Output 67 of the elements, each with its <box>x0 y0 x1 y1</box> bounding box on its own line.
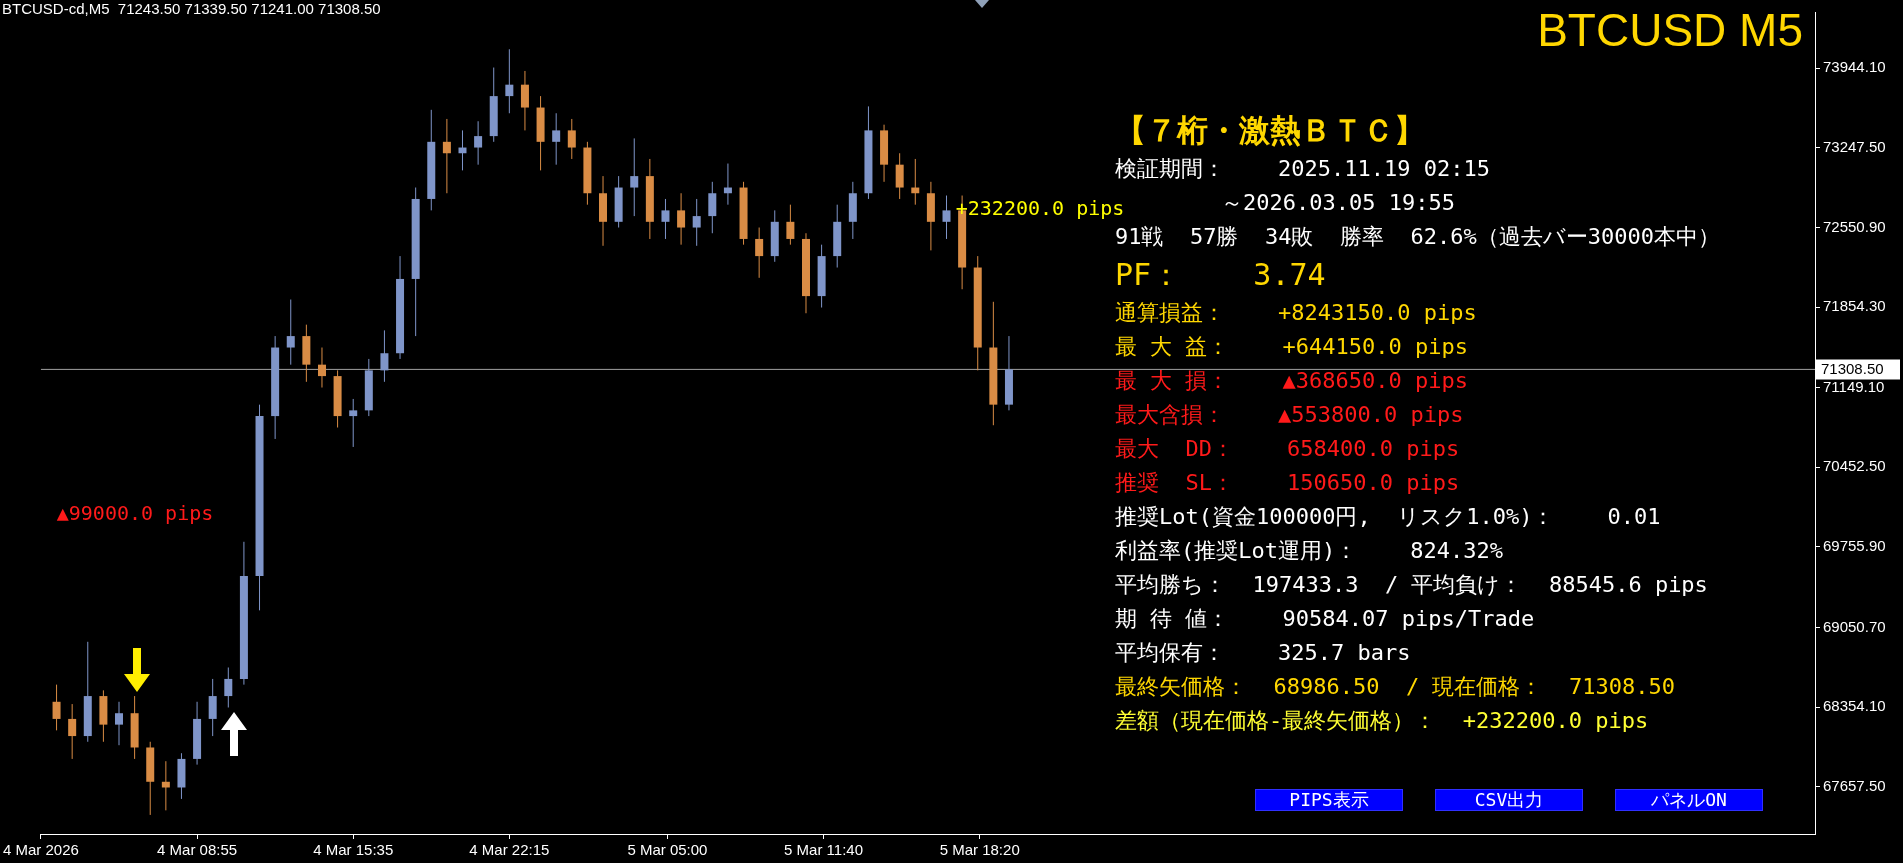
candlestick <box>520 70 529 131</box>
annotation: PF： 3.74 <box>1115 256 1327 294</box>
candlestick <box>708 181 717 234</box>
annotation: 通算損益： +8243150.0 pips <box>1115 299 1478 327</box>
candlestick <box>661 198 670 240</box>
candlestick <box>630 137 639 217</box>
candlestick <box>208 678 217 737</box>
text: 【７桁・激熱ＢＴＣ】 <box>1115 111 1426 150</box>
y-tick-label: 67657.50 <box>1823 776 1886 794</box>
annotation: 推奨 SL： 150650.0 pips <box>1115 469 1461 497</box>
candlestick <box>786 204 795 246</box>
annotation: PIPS表示 <box>1255 789 1403 811</box>
annotation: 最終矢価格： 68986.50 / 現在価格： 71308.50 <box>1115 673 1676 701</box>
annotation: 最 大 損： ▲368650.0 pips <box>1115 367 1469 395</box>
x-tick-label: 4 Mar 22:15 <box>469 841 550 859</box>
y-tick-label: 73944.10 <box>1823 58 1886 76</box>
candlestick <box>677 192 686 246</box>
y-tick-label: 70452.50 <box>1823 457 1886 475</box>
x-tick-label: 4 Mar 15:35 <box>313 841 394 859</box>
annotation: 最 大 益： +644150.0 pips <box>1115 333 1469 361</box>
annotation: 期 待 値： 90584.07 pips/Trade <box>1115 605 1536 633</box>
candlestick <box>286 299 295 366</box>
candlestick <box>942 195 951 240</box>
x-tick-label: 4 Mar 08:55 <box>157 841 238 859</box>
candlestick <box>317 347 326 389</box>
candlestick <box>692 198 701 247</box>
candlestick <box>567 118 576 160</box>
y-tick-label: 72550.90 <box>1823 217 1886 235</box>
candlestick <box>505 48 514 114</box>
annotation: ～2026.03.05 19:55 <box>1220 190 1455 215</box>
annotation: +232200.0 pips <box>955 196 1125 221</box>
x-tick-label: 4 Mar 2026 <box>2 841 79 859</box>
candlestick <box>68 703 77 760</box>
candlestick <box>349 398 358 448</box>
annotation: 平均勝ち： 197433.3 / 平均負け： 88545.6 pips <box>1115 571 1709 599</box>
y-tick-label: 68354.10 <box>1823 697 1886 715</box>
y-tick-label: 69050.70 <box>1823 617 1886 635</box>
annotation: パネルON <box>1615 789 1763 811</box>
candlestick <box>115 701 124 746</box>
y-tick-label: 69755.90 <box>1823 536 1886 554</box>
annotation: ▲99000.0 pips <box>56 501 214 526</box>
annotation: 91戦 57勝 34敗 勝率 62.6%（過去バー30000本中） <box>1115 223 1721 251</box>
annotation: 平均保有： 325.7 bars <box>1115 639 1412 667</box>
ref-line-label: 71308.50 <box>1821 359 1884 377</box>
annotation: 推奨Lot(資金100000円, リスク1.0%)： 0.01 <box>1115 503 1662 531</box>
x-tick-label: 5 Mar 05:00 <box>627 841 708 859</box>
x-tick-label: 5 Mar 11:40 <box>784 841 864 859</box>
annotation: 最大含損： ▲553800.0 pips <box>1115 401 1465 429</box>
chart-title: BTCUSD-cd,M5 71243.50 71339.50 71241.00 71308.50 <box>2 0 381 17</box>
annotation: 検証期間： 2025.11.19 02:15 <box>1115 155 1491 183</box>
candlestick <box>442 118 451 194</box>
y-tick-label: 71149.10 <box>1823 377 1885 395</box>
candlestick <box>224 667 233 708</box>
annotation: CSV出力 <box>1435 789 1583 811</box>
chart-subtitle: BTCUSD M5 <box>1537 3 1803 56</box>
x-tick-label: 5 Mar 18:20 <box>939 841 1020 859</box>
annotation: 差額（現在価格-最終矢価格）： +232200.0 pips <box>1115 707 1650 735</box>
annotation: 最大 DD： 658400.0 pips <box>1115 435 1461 463</box>
candlestick <box>552 112 561 166</box>
y-tick-label: 71854.30 <box>1823 297 1886 315</box>
candlestick <box>380 329 389 383</box>
candlestick <box>52 684 61 731</box>
candlestick <box>895 152 904 200</box>
candlestick <box>755 227 764 279</box>
y-tick-label: 73247.50 <box>1823 137 1886 155</box>
candlestick <box>474 120 483 166</box>
annotation: 利益率(推奨Lot運用)： 824.32% <box>1115 537 1504 565</box>
